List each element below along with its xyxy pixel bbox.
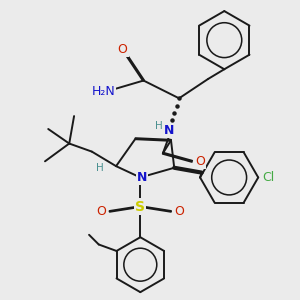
- Text: H: H: [155, 121, 163, 131]
- Text: O: O: [97, 205, 106, 218]
- Text: Cl: Cl: [262, 171, 274, 184]
- Text: H₂N: H₂N: [91, 85, 115, 98]
- Text: O: O: [174, 205, 184, 218]
- Text: O: O: [195, 155, 205, 168]
- Text: S: S: [135, 200, 145, 214]
- Text: N: N: [164, 124, 175, 137]
- Text: O: O: [118, 43, 128, 56]
- Text: N: N: [137, 171, 147, 184]
- Text: H: H: [96, 163, 104, 173]
